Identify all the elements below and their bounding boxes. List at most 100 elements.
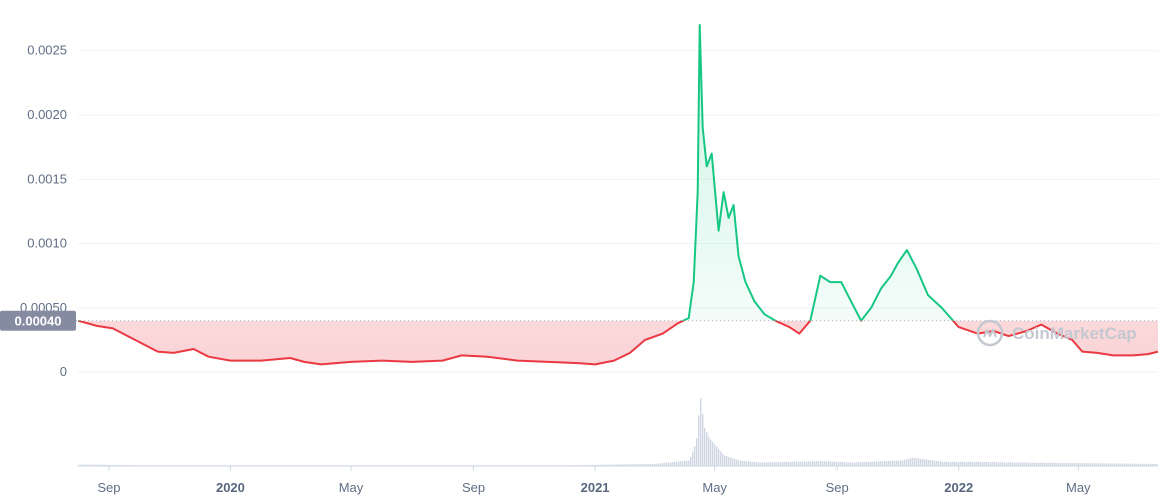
volume-bar (1030, 462, 1032, 466)
volume-bar (898, 460, 900, 466)
volume-bar (718, 448, 720, 466)
volume-bar (1066, 462, 1068, 466)
volume-bar (804, 461, 806, 466)
volume-bar (1026, 462, 1028, 466)
volume-bar (952, 461, 954, 466)
volume-bar (86, 464, 88, 466)
volume-bar (688, 460, 690, 466)
x-tick-label: Sep (462, 480, 485, 495)
volume-bar (108, 464, 110, 466)
volume-bar (668, 462, 670, 466)
volume-bar (1018, 462, 1020, 466)
volume-bar (1098, 463, 1100, 466)
volume-bar (884, 461, 886, 466)
grid-lines (78, 50, 1158, 373)
volume-bar (110, 464, 112, 466)
volume-bar (1080, 463, 1082, 466)
volume-bar (1014, 462, 1016, 466)
volume-bar (814, 461, 816, 466)
volume-bar (950, 461, 952, 466)
volume-bar (606, 464, 608, 466)
volume-bar (716, 446, 718, 466)
volume-bar (774, 462, 776, 466)
volume-bar (912, 457, 914, 466)
volume-bar (720, 451, 722, 466)
volume-bar (818, 461, 820, 466)
volume-bar (650, 463, 652, 466)
x-tick-label: Sep (97, 480, 120, 495)
volume-bar (1124, 463, 1126, 466)
volume-bar (1064, 462, 1066, 466)
watermark-text: CoinMarketCap (1012, 324, 1137, 343)
volume-bar (624, 464, 626, 466)
volume-bar (610, 464, 612, 466)
volume-bar (990, 462, 992, 466)
volume-bar (932, 460, 934, 466)
volume-bar (770, 462, 772, 466)
volume-bar (662, 463, 664, 466)
volume-bar (602, 464, 604, 466)
volume-bar (636, 464, 638, 466)
volume-bar (600, 464, 602, 466)
volume-bar (768, 462, 770, 466)
x-axis-ticks: Sep 2020 May Sep 2021 May Sep 2022 May (97, 466, 1091, 495)
volume-bar (682, 461, 684, 466)
volume-bar (796, 461, 798, 466)
volume-bar (592, 464, 594, 466)
volume-bar (792, 461, 794, 466)
volume-bar (744, 460, 746, 466)
volume-bar (860, 462, 862, 466)
volume-bar (1128, 463, 1130, 466)
volume-bar (642, 464, 644, 466)
x-tick-label: 2020 (216, 480, 245, 495)
volume-bar (106, 464, 108, 466)
volume-bar (1100, 463, 1102, 466)
volume-bar (1024, 462, 1026, 466)
volume-bar (1090, 463, 1092, 466)
volume-bar (118, 464, 120, 466)
volume-bar (838, 461, 840, 466)
volume-bar (788, 461, 790, 466)
volume-bar (874, 461, 876, 466)
volume-bar (1006, 462, 1008, 466)
volume-bar (966, 461, 968, 466)
volume-bar (876, 461, 878, 466)
volume-bar (964, 461, 966, 466)
volume-bar (956, 461, 958, 466)
volume-bar (1126, 463, 1128, 466)
volume-bar (766, 462, 768, 466)
volume-bar (1036, 462, 1038, 466)
volume-bar (1130, 463, 1132, 466)
x-tick-label: 2022 (944, 480, 973, 495)
volume-bar (978, 461, 980, 466)
volume-bar (772, 462, 774, 466)
volume-bar (794, 461, 796, 466)
volume-bar (790, 461, 792, 466)
volume-bar (724, 455, 726, 466)
volume-bar (810, 461, 812, 466)
volume-bar (916, 458, 918, 466)
volume-bar (834, 461, 836, 466)
volume-bar (908, 458, 910, 466)
volume-bar (1074, 463, 1076, 466)
volume-bar (980, 461, 982, 466)
x-tick-label: Sep (826, 480, 849, 495)
volume-bar (1142, 463, 1144, 466)
coinmarketcap-logo-icon (976, 319, 1004, 347)
volume-bar (732, 458, 734, 466)
y-tick-label: 0 (60, 364, 67, 379)
volume-bar (1112, 463, 1114, 466)
volume-bar (900, 460, 902, 466)
volume-bar (882, 461, 884, 466)
volume-bar (800, 461, 802, 466)
volume-bar (1116, 463, 1118, 466)
volume-bar (928, 459, 930, 466)
volume-bar (590, 464, 592, 466)
volume-bar (1086, 463, 1088, 466)
volume-bar (116, 464, 118, 466)
y-tick-label: 0.0010 (27, 236, 67, 251)
area-fill-above (78, 25, 1158, 321)
volume-bar (778, 462, 780, 466)
volume-bar (1144, 463, 1146, 466)
volume-bar (864, 461, 866, 466)
